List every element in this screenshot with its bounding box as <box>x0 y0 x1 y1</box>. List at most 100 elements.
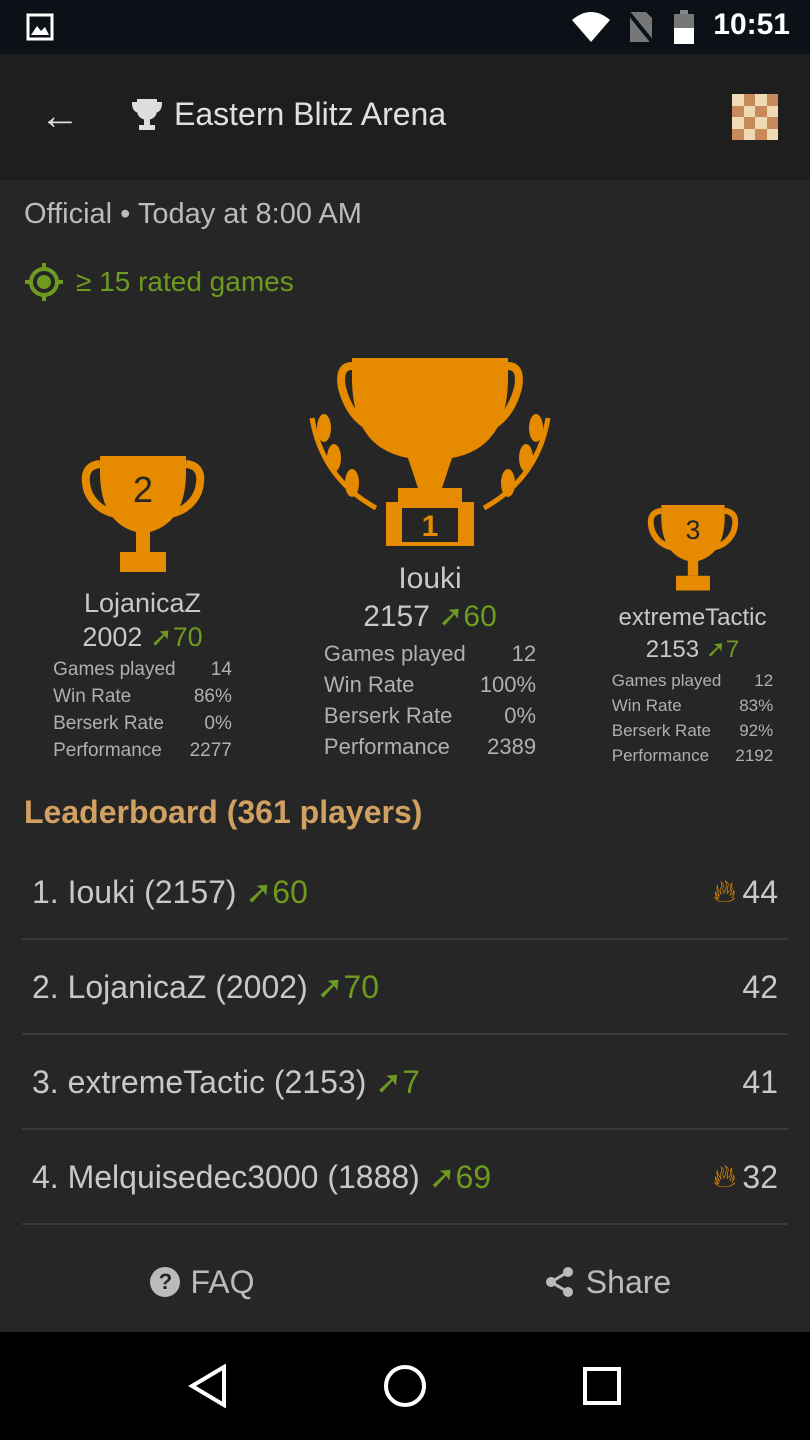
rating-diff: 69 <box>455 1158 492 1195</box>
stat-label: Games played <box>53 659 176 680</box>
stat-value: 2389 <box>487 734 537 759</box>
rating-diff: 70 <box>172 622 203 652</box>
target-icon <box>25 263 63 301</box>
board-square <box>755 94 767 106</box>
rating-value: 2153 <box>645 636 700 663</box>
stat-value: 0% <box>504 703 537 728</box>
condition-text: ≥ 15 rated games <box>76 266 294 297</box>
wifi-icon <box>572 12 610 42</box>
board-square <box>732 128 744 140</box>
stat-value: 0% <box>204 713 232 734</box>
player-name[interactable]: extremeTactic <box>618 604 767 631</box>
board-square <box>732 117 744 129</box>
board-square <box>732 105 744 117</box>
rank-number: 3 <box>685 515 700 545</box>
board-square <box>755 105 767 117</box>
board-square <box>766 128 778 140</box>
board-square <box>743 105 755 117</box>
leaderboard-row[interactable]: 4. Melquisedec3000 (1888) ➚ 69 🔥︎ 32 <box>22 1131 788 1225</box>
stat-label: Win Rate <box>53 686 132 707</box>
stat-label: Games played <box>611 671 722 690</box>
stat-label: Win Rate <box>611 696 682 715</box>
player-label: 4. Melquisedec3000 (1888) <box>32 1158 420 1195</box>
rating-up-icon: ➚ <box>428 1159 456 1195</box>
score: 41 <box>742 1064 778 1101</box>
player-label: 2. LojanicaZ (2002) <box>32 968 308 1005</box>
status-bar: 10:51 <box>0 0 810 54</box>
rating-diff: 7 <box>402 1063 420 1100</box>
podium-first: 1 Iouki 2157 ➚60 Games played 12 Win Rate 1… <box>290 348 570 762</box>
board-square <box>766 105 778 117</box>
stat-value: 2277 <box>189 740 232 761</box>
stat-label: Performance <box>53 740 162 761</box>
back-button[interactable]: ← <box>40 96 84 136</box>
rating-up-icon: ➚ <box>705 636 726 663</box>
stat-value: 92% <box>739 721 774 740</box>
stat-label: Berserk Rate <box>323 703 453 728</box>
stat-value: 2192 <box>735 746 774 765</box>
board-square <box>766 94 778 106</box>
score-value: 44 <box>742 873 778 910</box>
trophy-icon <box>131 98 163 130</box>
player-rating: 2157 ➚60 <box>290 598 570 636</box>
rating-up-icon: ➚ <box>245 874 273 910</box>
stat-label: Berserk Rate <box>53 713 164 734</box>
rating-up-icon: ➚ <box>149 622 173 652</box>
app-bar: ← Eastern Blitz Arena <box>0 54 810 180</box>
clock: 10:51 <box>713 8 790 41</box>
share-button[interactable]: Share <box>405 1264 810 1301</box>
rating-up-icon: ➚ <box>438 600 464 633</box>
recents-nav-icon[interactable] <box>582 1366 622 1406</box>
system-nav-bar <box>0 1332 810 1440</box>
stat-value: 86% <box>193 686 232 707</box>
chessboard-button[interactable] <box>732 94 778 140</box>
leaderboard-row[interactable]: 2. LojanicaZ (2002) ➚ 70 42 <box>22 941 788 1035</box>
rating-value: 2157 <box>363 600 430 633</box>
score: 🔥︎ 44 <box>713 873 778 911</box>
board-square <box>766 117 778 129</box>
podium-second: 2 LojanicaZ 2002 ➚70 Games played 14 Win R… <box>20 452 265 764</box>
rating-diff: 7 <box>725 636 740 663</box>
rating-diff: 70 <box>343 968 380 1005</box>
score-value: 42 <box>742 968 778 1005</box>
board-square <box>732 94 744 106</box>
player-stats: Games played 12 Win Rate 83% Berserk Rate 92%… <box>590 668 795 768</box>
tournament-meta: Official • Today at 8:00 AM <box>24 198 362 230</box>
stat-value: 14 <box>210 659 232 680</box>
back-nav-icon[interactable] <box>187 1364 228 1408</box>
arrow-left-icon: ← <box>40 94 80 138</box>
trophy-laurel-icon: 1 <box>309 358 551 546</box>
podium-third: 3 extremeTactic 2153 ➚7 Games played 12 Wi… <box>590 502 795 768</box>
score-value: 41 <box>742 1063 778 1100</box>
player-label: 1. Iouki (2157) <box>32 873 237 910</box>
image-notification-icon <box>26 13 54 41</box>
trophy-icon: 2 <box>81 456 204 572</box>
stat-value: 83% <box>739 696 774 715</box>
score-value: 32 <box>742 1158 778 1195</box>
question-circle-icon: ? <box>150 1267 181 1297</box>
faq-button[interactable]: ? FAQ <box>0 1264 405 1301</box>
stat-label: Games played <box>323 641 466 666</box>
fire-icon: 🔥︎ <box>712 873 737 909</box>
rating-diff: 60 <box>272 873 308 910</box>
stat-label: Win Rate <box>323 672 415 697</box>
score: 🔥︎ 32 <box>713 1158 778 1196</box>
stat-value: 100% <box>479 672 537 697</box>
player-rating: 2153 ➚7 <box>590 634 795 666</box>
no-sim-icon <box>626 10 656 44</box>
home-nav-icon[interactable] <box>383 1364 427 1408</box>
title-text: Eastern Blitz Arena <box>174 96 447 132</box>
player-label: 3. extremeTactic (2153) <box>32 1063 367 1100</box>
rank-number: 2 <box>132 469 152 510</box>
rating-up-icon: ➚ <box>316 969 344 1005</box>
leaderboard-row[interactable]: 3. extremeTactic (2153) ➚ 7 41 <box>22 1036 788 1130</box>
board-square <box>755 128 767 140</box>
player-name[interactable]: Iouki <box>398 562 462 595</box>
leaderboard-title: Leaderboard (361 players) <box>24 794 423 830</box>
rank-number: 1 <box>422 510 439 543</box>
stat-label: Performance <box>611 746 710 765</box>
player-name[interactable]: LojanicaZ <box>83 588 202 618</box>
board-square <box>743 94 755 106</box>
leaderboard-row[interactable]: 1. Iouki (2157) ➚ 60 🔥︎ 44 <box>22 846 788 940</box>
condition: ≥ 15 rated games <box>24 262 294 302</box>
